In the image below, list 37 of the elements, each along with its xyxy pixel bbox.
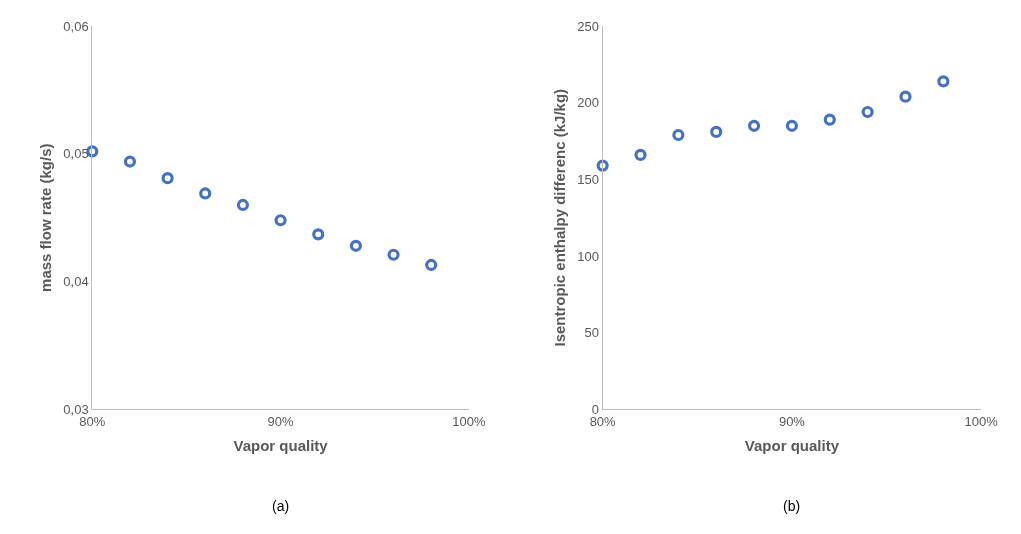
y-tick-label: 250 [577,18,600,34]
point [596,159,609,172]
x-axis-title: Vapor quality [233,436,329,454]
x-tick-label: 90% [778,413,806,429]
point [634,148,647,161]
x-tick-label: 90% [267,413,295,429]
point [899,90,912,103]
point [236,198,250,212]
x-axis-title: Vapor quality [744,436,840,454]
point [425,258,438,272]
y-axis-title: mass flow rate (kg/s) [36,143,54,292]
y-axis-title: Isentropic enthalpy differenc (kJ/kg) [550,88,568,347]
point [312,228,325,241]
point [349,239,362,252]
x-tick-label: 100% [964,413,999,429]
point [123,155,137,168]
point [672,128,685,142]
point [823,113,836,126]
y-tick-label: 150 [577,171,600,187]
y-tick-label: 0,04 [63,274,89,290]
y-tick-label: 0,06 [63,18,89,34]
point [387,248,400,261]
y-tick-label: 100 [577,248,600,264]
point [747,119,761,132]
y-tick-label: 200 [577,95,600,111]
point [199,187,212,200]
text: (a) [272,498,290,514]
y-tick-label: 50 [584,325,600,341]
y-tick-label: 0,05 [63,146,89,162]
point [274,214,287,227]
x-tick-label: 100% [452,413,486,429]
point [161,172,174,185]
point [861,105,874,119]
point [710,125,723,139]
text: (b) [783,498,801,514]
point [785,119,799,132]
point [937,75,950,88]
